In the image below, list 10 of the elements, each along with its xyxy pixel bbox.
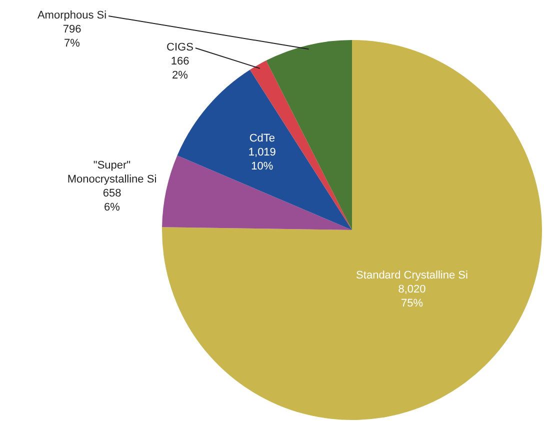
data-label: 1,019 10% (248, 146, 276, 172)
slice-label: CIGS (166, 42, 194, 54)
slice-label: Standard Crystalline Si (356, 269, 468, 282)
slice-label: "Super" Monocrystalline Si (67, 160, 157, 186)
data-label: 166 2% (170, 56, 190, 82)
slice-label: Amorphous Si (37, 10, 107, 22)
slice-label: CdTe (249, 132, 276, 144)
data-label: 8,020 75% (398, 283, 426, 310)
data-label: 796 7% (62, 24, 82, 50)
data-label: 658 6% (102, 188, 122, 214)
